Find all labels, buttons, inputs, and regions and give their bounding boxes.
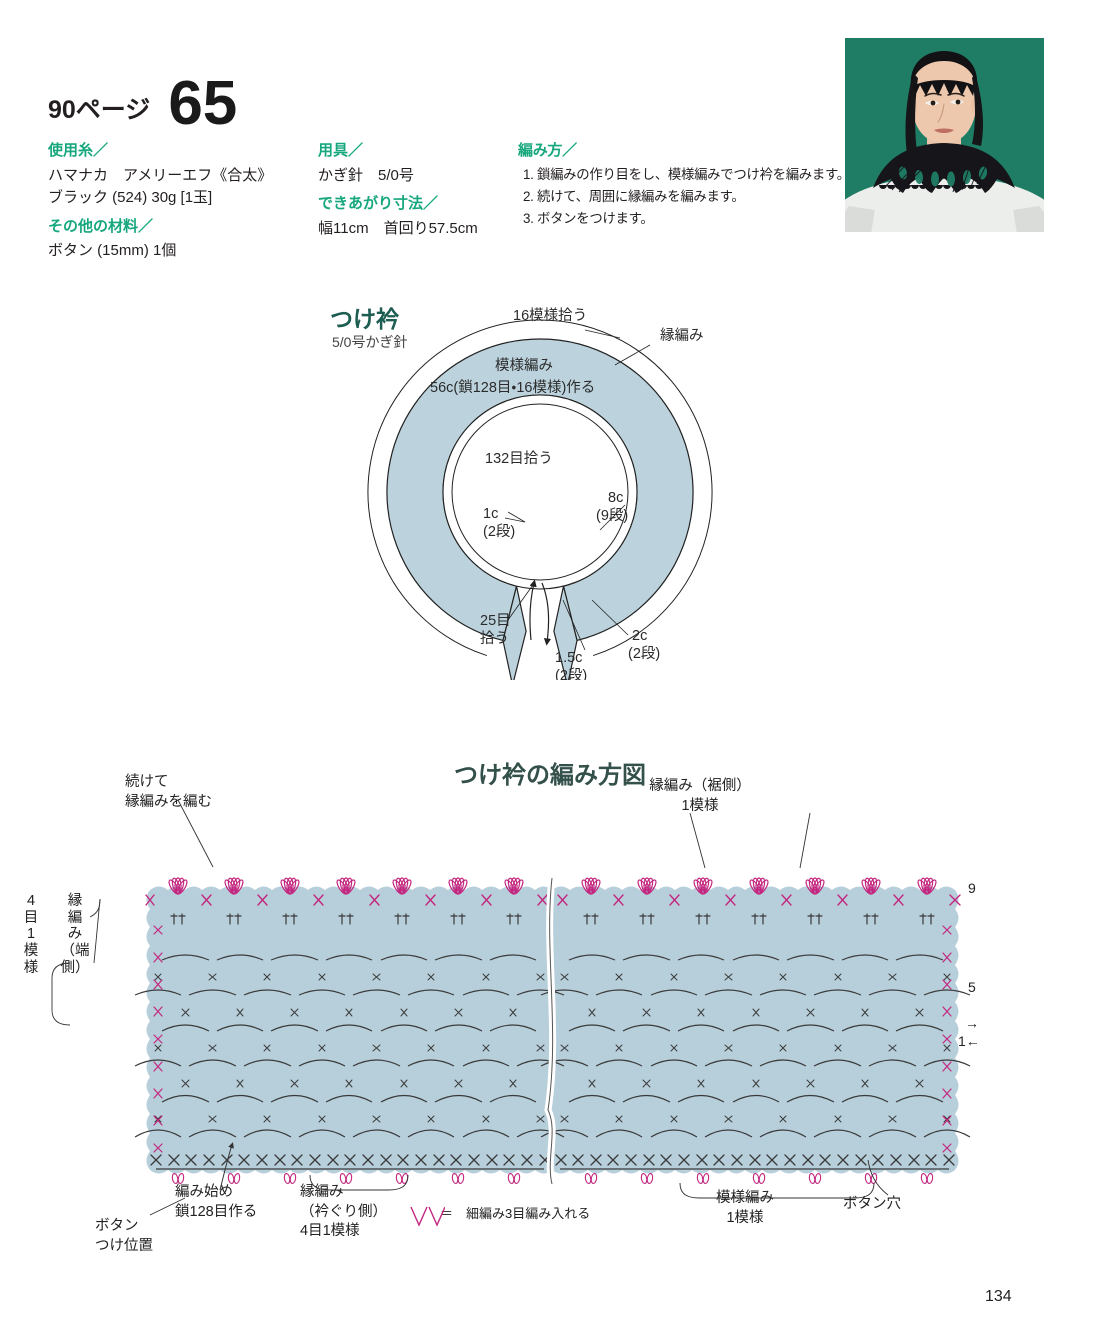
svg-text:模様編み: 模様編み	[495, 357, 553, 374]
svg-text:1c: 1c	[483, 506, 498, 522]
svg-text:25目: 25目	[480, 613, 511, 629]
svg-text:縁編み: 縁編み	[660, 327, 704, 344]
svg-text:8c: 8c	[608, 490, 623, 506]
svg-text:拾う: 拾う	[480, 630, 509, 647]
svg-text:(2段): (2段)	[555, 667, 587, 680]
svg-text:56c(鎖128目・16模様)作る: 56c(鎖128目・16模様)作る	[430, 379, 595, 396]
svg-text:(9段): (9段)	[596, 507, 628, 524]
svg-text:1.5c: 1.5c	[555, 650, 582, 666]
svg-text:132目拾う: 132目拾う	[485, 450, 553, 467]
svg-text:16模様拾う: 16模様拾う	[513, 307, 587, 324]
svg-text:(2段): (2段)	[628, 645, 660, 662]
svg-text:(2段): (2段)	[483, 523, 515, 540]
svg-text:2c: 2c	[632, 628, 647, 644]
